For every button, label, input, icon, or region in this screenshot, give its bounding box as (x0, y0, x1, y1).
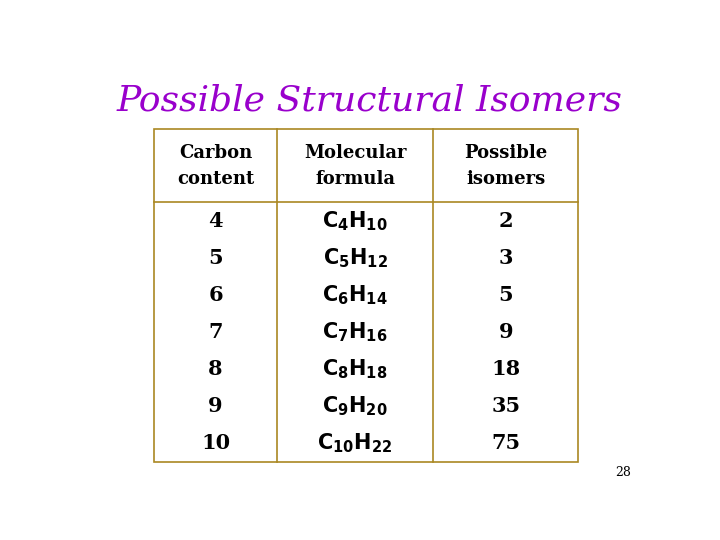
Text: $\mathbf{C_{4}H_{10}}$: $\mathbf{C_{4}H_{10}}$ (323, 209, 388, 233)
Text: $\mathbf{C_{10}H_{22}}$: $\mathbf{C_{10}H_{22}}$ (318, 431, 392, 455)
Text: $\mathbf{C_{9}H_{20}}$: $\mathbf{C_{9}H_{20}}$ (323, 395, 388, 418)
Text: content: content (177, 170, 254, 188)
Text: 28: 28 (616, 465, 631, 478)
Text: 3: 3 (498, 248, 513, 268)
Text: 35: 35 (491, 396, 521, 416)
Text: $\mathbf{C_{5}H_{12}}$: $\mathbf{C_{5}H_{12}}$ (323, 246, 387, 270)
Text: 8: 8 (208, 359, 222, 379)
Text: 2: 2 (498, 211, 513, 231)
Text: Molecular: Molecular (304, 144, 406, 161)
Text: 9: 9 (498, 322, 513, 342)
Text: Possible Structural Isomers: Possible Structural Isomers (116, 84, 622, 118)
Text: 5: 5 (208, 248, 223, 268)
Text: 9: 9 (208, 396, 223, 416)
Text: $\mathbf{C_{8}H_{18}}$: $\mathbf{C_{8}H_{18}}$ (323, 357, 388, 381)
Text: $\mathbf{C_{6}H_{14}}$: $\mathbf{C_{6}H_{14}}$ (323, 284, 388, 307)
Text: 4: 4 (208, 211, 223, 231)
Text: Possible: Possible (464, 144, 547, 161)
Text: $\mathbf{C_{7}H_{16}}$: $\mathbf{C_{7}H_{16}}$ (323, 320, 388, 344)
Text: 7: 7 (208, 322, 222, 342)
Text: isomers: isomers (466, 170, 545, 188)
Text: 18: 18 (491, 359, 521, 379)
Text: Carbon: Carbon (179, 144, 252, 161)
Text: formula: formula (315, 170, 395, 188)
Text: 10: 10 (201, 434, 230, 454)
Text: 5: 5 (498, 285, 513, 305)
Text: 75: 75 (491, 434, 521, 454)
Text: 6: 6 (208, 285, 223, 305)
